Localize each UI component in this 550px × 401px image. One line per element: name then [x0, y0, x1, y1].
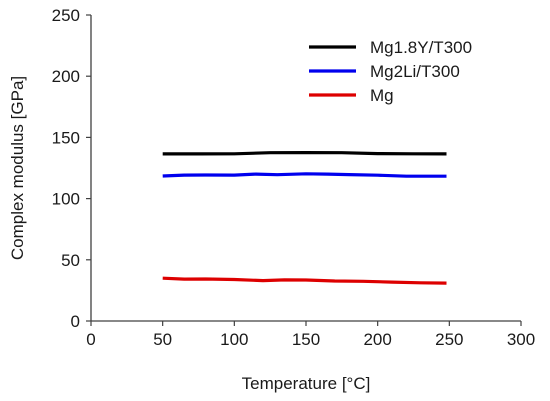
- legend-label-2: Mg: [370, 86, 394, 105]
- plot-area: 0 50 100 150 200 250 300 0 50 100 150 200 250 Mg1.8Y…: [52, 6, 536, 349]
- y-tick-label: 200: [52, 67, 80, 86]
- series-line-1: [162, 172, 447, 178]
- legend-label-1: Mg2Li/T300: [370, 62, 460, 81]
- series-line-2: [162, 276, 447, 285]
- x-tick-label: 0: [86, 330, 95, 349]
- series-layer: [162, 151, 447, 285]
- series-line-0: [162, 151, 447, 156]
- ticks-group: 0 50 100 150 200 250 300 0 50 100 150 200 250: [52, 6, 536, 349]
- y-tick-label: 250: [52, 6, 80, 25]
- x-tick-label: 50: [153, 330, 172, 349]
- legend: Mg1.8Y/T300 Mg2Li/T300 Mg: [309, 38, 472, 105]
- x-tick-label: 250: [435, 330, 463, 349]
- x-tick-label: 150: [292, 330, 320, 349]
- x-tick-label: 100: [220, 330, 248, 349]
- x-axis-title: Temperature [°C]: [242, 374, 371, 393]
- y-tick-label: 50: [61, 251, 80, 270]
- x-tick-label: 200: [363, 330, 391, 349]
- y-tick-label: 150: [52, 128, 80, 147]
- legend-label-0: Mg1.8Y/T300: [370, 38, 472, 57]
- y-tick-label: 0: [71, 312, 80, 331]
- x-tick-label: 300: [507, 330, 535, 349]
- y-tick-label: 100: [52, 190, 80, 209]
- y-axis-title: Complex modulus [GPa]: [8, 76, 27, 260]
